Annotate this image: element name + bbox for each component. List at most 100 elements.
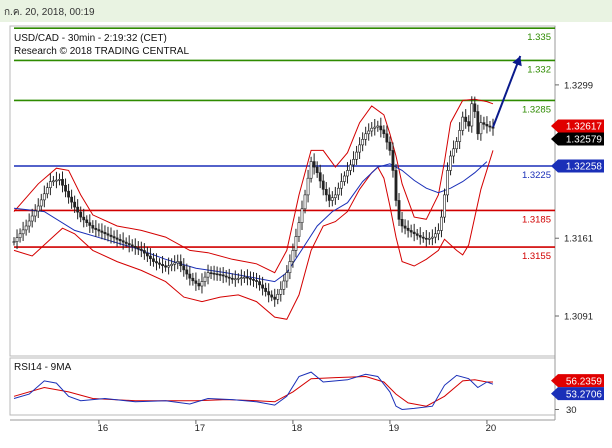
candle [133,238,137,255]
candle [367,123,371,141]
candle [61,171,64,193]
candle [318,164,322,189]
candle-body [194,280,198,284]
price-badge-0 [551,119,604,133]
candle [412,223,416,242]
candle [488,121,492,132]
projection-line [492,55,522,128]
candle [388,136,392,156]
y-tick-label-1: 1.3161 [564,234,593,245]
candle [321,174,325,196]
candle [139,241,143,258]
candle-body [261,284,264,289]
candle-body [36,205,40,212]
level-label-0: 1.335 [527,32,551,43]
candle [394,163,398,207]
candle-body [321,180,325,190]
candle [194,272,198,291]
candle [149,248,152,266]
candle [352,151,355,173]
candle-body [164,265,167,268]
candle [45,182,49,199]
level-label-2: 1.3285 [522,104,551,115]
candle-body [270,294,274,298]
candle [476,104,480,140]
candle-body [191,277,195,282]
support-resistance-levels: 1.335 1.332 1.3285 1.3225 1.3185 1.3155 [14,27,555,262]
price-badge-1 [551,132,604,146]
candle-body [30,215,34,222]
candle-body [370,127,374,132]
candle-body [446,170,449,196]
candle-body [437,230,440,235]
candle [461,111,465,136]
candle-body [64,184,67,192]
candle-body [215,273,219,276]
candle-body [443,194,446,218]
candle-body [464,116,468,122]
candle-body [255,280,258,282]
candle [94,220,98,237]
candle-body [185,269,189,275]
candle-body [91,225,95,229]
candle-body [273,296,277,300]
candle-body [73,201,77,208]
level-label-3: 1.3225 [522,170,551,181]
candle [33,204,37,223]
candle-body [45,187,49,195]
candle-body [300,208,304,223]
candle-body [415,233,419,236]
candle-body [100,230,104,233]
candle [209,266,213,280]
candle [185,263,189,280]
candle [103,225,107,241]
candle [161,256,164,274]
candle [330,191,334,207]
candle-body [12,241,16,243]
candle [373,118,377,136]
candle-body [403,225,407,229]
candle [246,269,249,286]
candle-body [336,187,340,196]
candle [233,270,237,287]
candle [479,114,483,141]
candle [112,230,116,244]
candle [291,243,295,268]
candle-body [106,233,110,236]
candle [270,290,274,302]
rsi-lines: 30 [13,371,577,416]
candle [333,186,337,205]
candle-body [379,125,383,131]
rsi-tick-label-0: 30 [566,405,577,416]
candle-body [21,229,25,235]
candle [152,253,155,267]
candle [288,254,292,280]
candle-body [142,250,146,254]
candle [106,226,110,242]
candle [115,229,119,247]
candle [385,125,389,150]
candle [30,208,34,228]
candle-body [246,276,249,279]
candle [58,173,61,186]
candle [88,214,92,233]
level-label-5: 1.3155 [522,251,551,262]
candlesticks [12,96,495,307]
candle-body [76,206,80,213]
candle-body [330,197,334,201]
candle-body [385,133,389,143]
ma-line [13,161,488,283]
candle [397,193,401,227]
candle [443,188,446,223]
x-tick-label-3: 19 [389,423,400,434]
candle-body [103,232,107,235]
top-bar: ก.ค. 20, 2018, 00:19 [0,0,612,22]
candle [324,182,328,202]
candle [252,272,255,287]
candle [276,288,280,305]
candle-body [243,276,246,279]
rsi-badge-0 [551,374,604,388]
price-badge-label-2: 1.32258 [566,162,603,173]
candle [430,229,434,246]
candle-body [358,144,362,153]
